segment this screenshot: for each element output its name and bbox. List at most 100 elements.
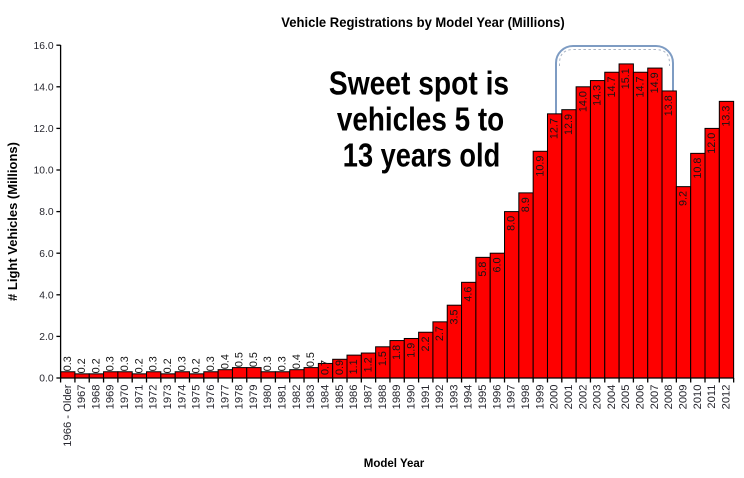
- svg-text:8.9: 8.9: [520, 197, 532, 212]
- svg-text:0.5: 0.5: [248, 352, 260, 367]
- svg-text:1984: 1984: [320, 385, 332, 410]
- svg-text:8.0: 8.0: [39, 207, 54, 218]
- svg-text:0.3: 0.3: [105, 356, 117, 371]
- svg-text:2002: 2002: [577, 385, 589, 410]
- svg-text:2.0: 2.0: [39, 332, 54, 343]
- svg-text:1986: 1986: [348, 385, 360, 410]
- svg-text:14.0: 14.0: [577, 91, 589, 112]
- svg-text:1.8: 1.8: [391, 345, 403, 360]
- svg-text:10.9: 10.9: [534, 156, 546, 177]
- svg-text:14.0: 14.0: [34, 82, 54, 93]
- svg-text:1997: 1997: [506, 385, 518, 410]
- svg-text:14.3: 14.3: [592, 85, 604, 106]
- svg-text:0.9: 0.9: [334, 360, 346, 375]
- svg-text:1978: 1978: [234, 385, 246, 410]
- svg-text:1972: 1972: [148, 385, 160, 410]
- svg-text:1979: 1979: [248, 385, 260, 410]
- svg-text:1996: 1996: [491, 385, 503, 410]
- svg-text:3.5: 3.5: [448, 310, 460, 325]
- svg-text:0.5: 0.5: [234, 352, 246, 367]
- svg-text:1970: 1970: [119, 385, 131, 410]
- svg-text:1969: 1969: [105, 385, 117, 410]
- svg-text:13.8: 13.8: [663, 95, 675, 116]
- svg-text:1982: 1982: [291, 385, 303, 410]
- svg-text:16.0: 16.0: [34, 41, 54, 52]
- svg-text:0.3: 0.3: [205, 356, 217, 371]
- svg-text:0.3: 0.3: [148, 356, 160, 371]
- svg-text:13 years old: 13 years old: [343, 138, 500, 174]
- svg-text:2008: 2008: [663, 385, 675, 410]
- svg-text:4.6: 4.6: [463, 287, 475, 302]
- svg-text:0.3: 0.3: [119, 356, 131, 371]
- svg-text:6.0: 6.0: [39, 249, 54, 260]
- svg-text:1991: 1991: [420, 385, 432, 410]
- svg-text:1.9: 1.9: [405, 343, 417, 358]
- svg-text:1993: 1993: [448, 385, 460, 410]
- svg-text:13.3: 13.3: [720, 106, 732, 127]
- svg-text:6.0: 6.0: [491, 258, 503, 273]
- svg-text:0.7: 0.7: [320, 360, 332, 375]
- svg-text:0.2: 0.2: [90, 358, 102, 373]
- svg-text:0.2: 0.2: [191, 358, 203, 373]
- svg-text:0.5: 0.5: [305, 352, 317, 367]
- svg-text:0.4: 0.4: [219, 354, 231, 369]
- svg-text:10.8: 10.8: [692, 158, 704, 179]
- svg-text:0.4: 0.4: [291, 354, 303, 369]
- svg-text:2.2: 2.2: [420, 337, 432, 352]
- svg-text:Model Year: Model Year: [364, 458, 425, 470]
- svg-text:2007: 2007: [649, 385, 661, 410]
- svg-text:1985: 1985: [334, 385, 346, 410]
- svg-text:0.0: 0.0: [39, 374, 54, 385]
- svg-text:2012: 2012: [720, 385, 732, 410]
- svg-text:0.3: 0.3: [176, 356, 188, 371]
- svg-text:2011: 2011: [706, 385, 718, 409]
- svg-text:0.3: 0.3: [277, 356, 289, 371]
- svg-text:1981: 1981: [277, 385, 289, 410]
- svg-text:5.8: 5.8: [477, 262, 489, 277]
- svg-text:2003: 2003: [592, 385, 604, 410]
- svg-text:1989: 1989: [391, 385, 403, 410]
- svg-text:0.2: 0.2: [162, 358, 174, 373]
- svg-text:1971: 1971: [133, 385, 145, 410]
- svg-text:1973: 1973: [162, 385, 174, 410]
- svg-text:1998: 1998: [520, 385, 532, 410]
- svg-text:2005: 2005: [620, 385, 632, 410]
- svg-text:1994: 1994: [463, 385, 475, 410]
- svg-text:4.0: 4.0: [39, 290, 54, 301]
- svg-text:2.7: 2.7: [434, 326, 446, 341]
- svg-text:0.2: 0.2: [133, 358, 145, 373]
- svg-text:1.1: 1.1: [348, 359, 360, 374]
- svg-text:2000: 2000: [549, 385, 561, 410]
- svg-text:1975: 1975: [191, 385, 203, 410]
- svg-text:Vehicle Registrations by Model: Vehicle Registrations by Model Year (Mil…: [281, 15, 564, 30]
- svg-text:1992: 1992: [434, 385, 446, 410]
- svg-text:12.7: 12.7: [549, 118, 561, 139]
- svg-text:12.0: 12.0: [34, 124, 54, 135]
- svg-text:1966 - Older: 1966 - Older: [62, 384, 74, 446]
- svg-text:2004: 2004: [606, 385, 618, 410]
- svg-text:1977: 1977: [219, 385, 231, 410]
- svg-text:1968: 1968: [90, 385, 102, 410]
- svg-text:vehicles 5 to: vehicles 5 to: [337, 101, 504, 138]
- svg-text:1976: 1976: [205, 385, 217, 410]
- svg-text:2006: 2006: [635, 385, 647, 410]
- svg-text:# Light Vehicles (Millions): # Light Vehicles (Millions): [5, 142, 20, 301]
- svg-text:1980: 1980: [262, 385, 274, 410]
- svg-text:9.2: 9.2: [678, 191, 690, 206]
- svg-text:1990: 1990: [405, 385, 417, 410]
- svg-text:10.0: 10.0: [34, 166, 54, 177]
- svg-text:1967: 1967: [76, 385, 88, 410]
- svg-text:1995: 1995: [477, 385, 489, 410]
- svg-text:14.9: 14.9: [649, 72, 661, 93]
- svg-text:0.3: 0.3: [62, 356, 74, 371]
- svg-text:0.3: 0.3: [262, 356, 274, 371]
- svg-text:12.9: 12.9: [563, 114, 575, 135]
- svg-text:1974: 1974: [176, 385, 188, 410]
- svg-text:2009: 2009: [678, 385, 690, 410]
- svg-text:12.0: 12.0: [706, 133, 718, 154]
- svg-text:15.1: 15.1: [620, 68, 632, 89]
- svg-text:0.2: 0.2: [76, 358, 88, 373]
- svg-text:14.7: 14.7: [606, 77, 618, 98]
- svg-text:1.5: 1.5: [377, 351, 389, 366]
- svg-text:1988: 1988: [377, 385, 389, 410]
